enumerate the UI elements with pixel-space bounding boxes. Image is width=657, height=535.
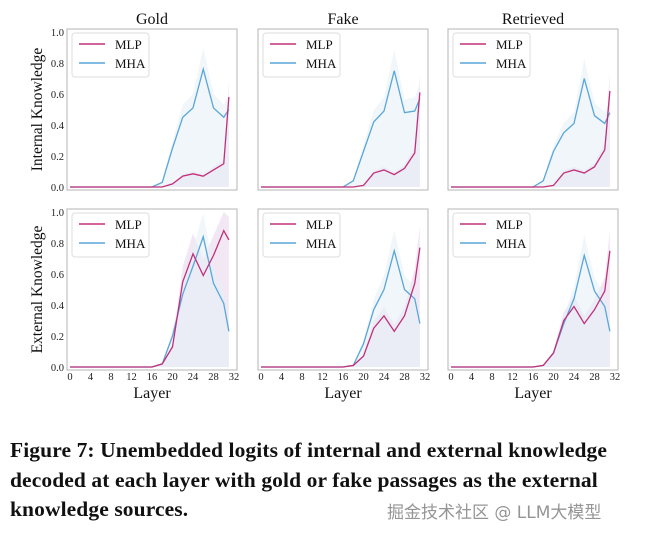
- legend-label-mlp: MLP: [306, 37, 333, 52]
- legend-label-mha: MHA: [306, 56, 337, 71]
- figure-caption: Figure 7: Unembedded logits of internal …: [10, 438, 608, 521]
- x-tick-label: 16: [528, 372, 539, 383]
- x-axis-label: Layer: [324, 385, 362, 402]
- x-tick-label: 4: [469, 372, 475, 383]
- x-tick-label: 20: [358, 372, 369, 383]
- legend-label-mha: MHA: [496, 236, 527, 251]
- subplot-bottom-middle: MLP MHA 0 4 8 12 16 20 24 28 32 Layer: [257, 208, 431, 402]
- x-tick-label: 32: [229, 372, 240, 383]
- x-tick-label: 24: [569, 372, 580, 383]
- x-tick-label: 16: [338, 372, 349, 383]
- x-tick-label: 8: [299, 372, 304, 383]
- subplot-bottom-left: MLP MHA 0.0 0.2 0.4 0.6 0.8 1.0 External Knowled…: [29, 208, 239, 402]
- legend-label-mlp: MLP: [115, 217, 142, 232]
- x-tick-label: 0: [258, 372, 263, 383]
- legend: MLP MHA: [452, 32, 531, 78]
- x-tick-label: 12: [317, 372, 328, 383]
- subplot-top-middle: MLP MHA Fake: [257, 11, 429, 191]
- y-tick-label: 0.4: [51, 301, 65, 312]
- x-tick-label: 24: [379, 372, 390, 383]
- legend-label-mlp: MLP: [496, 217, 523, 232]
- legend: MLP MHA: [452, 212, 531, 258]
- figure: MLP MHA Gold 0.0 0.2 0.4 0.6 0.8 1.0 Internal Kno…: [29, 11, 621, 402]
- x-tick-label: 0: [448, 372, 453, 383]
- band-mha: [70, 213, 229, 367]
- x-tick-label: 32: [420, 372, 431, 383]
- x-tick-label: 28: [589, 372, 600, 383]
- x-tick-label: 12: [507, 372, 518, 383]
- legend-label-mha: MHA: [115, 236, 146, 251]
- x-tick-label: 28: [399, 372, 410, 383]
- x-tick-label: 20: [548, 372, 559, 383]
- watermark: 掘金技术社区 @ LLM大模型: [387, 503, 602, 523]
- y-tick-label: 0.6: [51, 270, 64, 281]
- y-axis-label: External Knowledge: [29, 225, 46, 353]
- band-mha: [70, 47, 229, 187]
- legend-label-mlp: MLP: [496, 37, 523, 52]
- x-tick-label: 8: [108, 372, 113, 383]
- y-tick-label: 0.8: [51, 239, 64, 250]
- band-mha: [451, 235, 610, 367]
- x-tick-label: 20: [167, 372, 178, 383]
- x-tick-label: 8: [489, 372, 494, 383]
- x-tick-label: 24: [188, 372, 199, 383]
- legend-label-mha: MHA: [306, 236, 337, 251]
- subplot-title: Fake: [327, 11, 358, 28]
- y-tick-label: 0.2: [51, 332, 64, 343]
- x-tick-label: 32: [610, 372, 621, 383]
- subplot-bottom-right: MLP MHA 0 4 8 12 16 20 24 28 32 Layer: [447, 208, 621, 402]
- legend-label-mha: MHA: [115, 56, 146, 71]
- y-tick-label: 0.0: [51, 363, 64, 374]
- x-tick-label: 28: [208, 372, 219, 383]
- subplot-top-left: MLP MHA Gold 0.0 0.2 0.4 0.6 0.8 1.0 Internal Kno…: [29, 11, 238, 194]
- legend: MLP MHA: [262, 32, 341, 78]
- band-mha: [451, 58, 610, 187]
- subplot-title: Gold: [136, 11, 168, 28]
- band-mha: [261, 229, 420, 367]
- x-axis-label: Layer: [133, 385, 171, 402]
- y-tick-label: 1.0: [51, 28, 64, 39]
- legend: MLP MHA: [262, 212, 341, 258]
- legend-label-mlp: MLP: [306, 217, 333, 232]
- legend-label-mha: MHA: [496, 56, 527, 71]
- y-tick-label: 0.2: [51, 152, 64, 163]
- subplot-title: Retrieved: [502, 11, 564, 28]
- y-tick-label: 1.0: [51, 208, 64, 219]
- subplot-top-right: MLP MHA Retrieved: [447, 11, 619, 191]
- x-tick-label: 12: [126, 372, 137, 383]
- y-axis-label: Internal Knowledge: [29, 48, 46, 172]
- legend: MLP MHA: [71, 212, 150, 258]
- y-tick-label: 0.8: [51, 59, 64, 70]
- legend-label-mlp: MLP: [115, 37, 142, 52]
- y-tick-label: 0.4: [51, 121, 65, 132]
- y-tick-label: 0.6: [51, 90, 64, 101]
- x-tick-label: 16: [147, 372, 158, 383]
- x-tick-label: 0: [67, 372, 72, 383]
- x-tick-label: 4: [88, 372, 94, 383]
- band-mha: [261, 49, 420, 188]
- legend: MLP MHA: [71, 32, 150, 78]
- x-axis-label: Layer: [514, 385, 552, 402]
- x-tick-label: 4: [279, 372, 285, 383]
- y-tick-label: 0.0: [51, 183, 64, 194]
